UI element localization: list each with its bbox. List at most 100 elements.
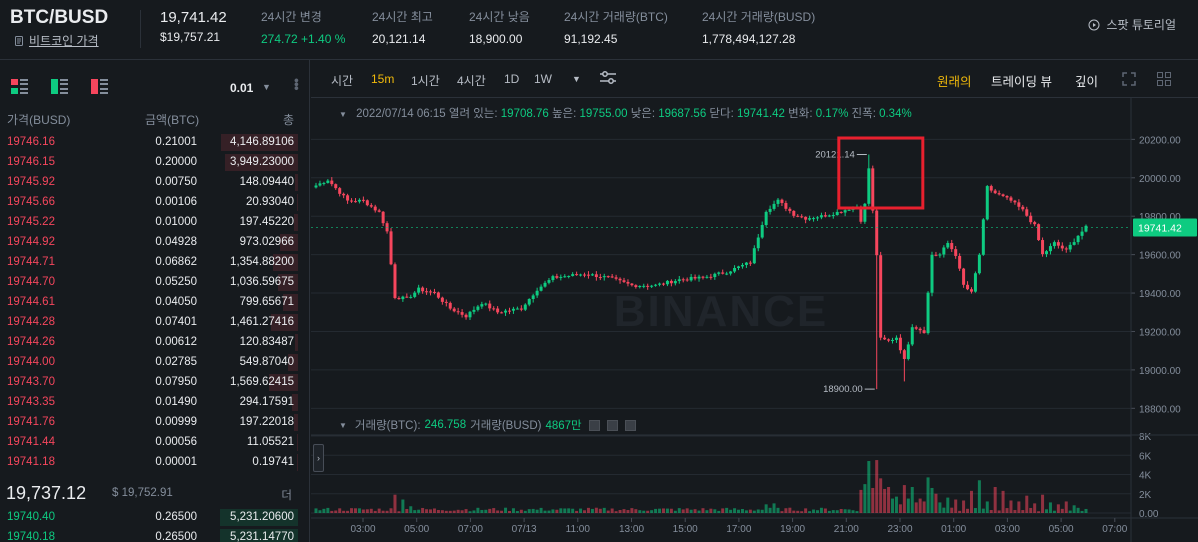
volume-bar xyxy=(1080,510,1084,513)
ask-amount: 0.07401 xyxy=(155,316,197,328)
ask-total: 11.05521 xyxy=(246,436,294,448)
volume-bar xyxy=(764,504,768,513)
timeframe-4h[interactable]: 4시간 xyxy=(457,74,486,88)
time-tick-label: 05:00 xyxy=(1049,524,1074,535)
view-tradingview[interactable]: 트레이딩 뷰 xyxy=(991,75,1052,89)
candle-body xyxy=(1021,206,1025,210)
view-depth[interactable]: 깊이 xyxy=(1075,75,1099,89)
volume-bar xyxy=(938,502,942,513)
expand-panel-chevron-icon[interactable]: › xyxy=(313,444,324,472)
fullscreen-icon[interactable] xyxy=(1122,72,1136,86)
volume-bar xyxy=(618,510,622,513)
volume-bar xyxy=(958,510,962,513)
collapse-caret-icon[interactable]: ▼ xyxy=(339,420,347,430)
ask-row[interactable]: 19744.71 0.06862 1,354.88200 xyxy=(0,254,310,271)
volume-bar xyxy=(432,508,436,513)
candle-body xyxy=(942,247,946,255)
spot-tutorial-label[interactable]: 스팟 튜토리얼 xyxy=(1106,18,1176,32)
candle-body xyxy=(614,277,618,279)
candle-body xyxy=(496,308,500,313)
more-timeframes-caret-icon[interactable]: ▼ xyxy=(572,74,581,84)
precision-select[interactable]: 0.01 xyxy=(230,81,254,95)
ask-price: 19744.61 xyxy=(7,296,55,308)
high-label: 높은: xyxy=(551,108,577,120)
bid-row[interactable]: 19740.40 0.26500 5,231.20600 xyxy=(0,509,310,526)
ask-row[interactable]: 19744.70 0.05250 1,036.59675 xyxy=(0,274,310,291)
volume-bar xyxy=(353,508,357,513)
candle-body xyxy=(559,276,563,278)
time-tick-label: 19:00 xyxy=(780,524,805,535)
more-options-icon[interactable]: ••• xyxy=(289,78,305,90)
ask-row[interactable]: 19745.92 0.00750 148.09440 xyxy=(0,174,310,191)
candle-body xyxy=(586,274,590,276)
ask-row[interactable]: 19741.76 0.00999 197.22018 xyxy=(0,414,310,431)
ask-row[interactable]: 19744.26 0.00612 120.83487 xyxy=(0,334,310,351)
ask-row[interactable]: 19744.92 0.04928 973.02966 xyxy=(0,234,310,251)
candle-body xyxy=(776,199,780,204)
time-tick-label: 03:00 xyxy=(995,524,1020,535)
ask-row[interactable]: 19745.22 0.01000 197.45220 xyxy=(0,214,310,231)
indicator-settings-icon[interactable] xyxy=(600,71,616,85)
ask-amount: 0.20000 xyxy=(155,156,197,168)
ask-row[interactable]: 19741.18 0.00001 0.19741 xyxy=(0,454,310,471)
ask-amount: 0.02785 xyxy=(155,356,197,368)
volume-bar xyxy=(1084,508,1088,513)
volume-bar xyxy=(472,510,476,513)
grid-layout-icon[interactable] xyxy=(1157,72,1171,86)
caret-down-icon[interactable]: ▼ xyxy=(262,82,271,92)
candle-body xyxy=(444,301,448,303)
volume-bar xyxy=(1017,501,1021,513)
volume-bar xyxy=(1072,505,1076,513)
volume-tick-label: 6K xyxy=(1139,451,1152,462)
candle-body xyxy=(926,292,930,334)
time-tick-label: 01:00 xyxy=(941,524,966,535)
ask-price: 19745.22 xyxy=(7,216,55,228)
coin-info-label[interactable]: 비트코인 가격 xyxy=(29,34,99,48)
ask-row[interactable]: 19741.44 0.00056 11.05521 xyxy=(0,434,310,451)
symbol-title[interactable]: BTC/BUSD xyxy=(10,7,109,28)
both-sides-layout-icon[interactable] xyxy=(11,79,28,94)
candle-body xyxy=(1068,244,1072,250)
timeframe-1w[interactable]: 1W xyxy=(534,72,552,86)
candle-body xyxy=(839,211,843,213)
collapse-caret-icon[interactable]: ▼ xyxy=(339,110,347,119)
ask-row[interactable]: 19746.15 0.20000 3,949.23000 xyxy=(0,154,310,171)
remove-indicator-icon[interactable] xyxy=(624,419,636,431)
candle-body xyxy=(780,199,784,204)
volume-bar xyxy=(480,509,484,513)
ask-amount: 0.00750 xyxy=(155,176,197,188)
ask-row[interactable]: 19746.16 0.21001 4,146.89106 xyxy=(0,134,310,151)
ask-row[interactable]: 19744.28 0.07401 1,461.27416 xyxy=(0,314,310,331)
time-tick-label: 13:00 xyxy=(619,524,644,535)
ask-row[interactable]: 19743.35 0.01490 294.17591 xyxy=(0,394,310,411)
timeframe-1h[interactable]: 1시간 xyxy=(411,74,440,88)
stat-label: 24시간 낮음 xyxy=(469,10,530,24)
candle-body xyxy=(748,262,752,264)
volume-bar xyxy=(1021,510,1025,513)
timeframe-15m[interactable]: 15m xyxy=(371,72,395,86)
volume-bar xyxy=(752,510,756,513)
volume-bar xyxy=(397,511,401,513)
candle-body xyxy=(985,186,989,220)
ask-row[interactable]: 19743.70 0.07950 1,569.62415 xyxy=(0,374,310,391)
view-original[interactable]: 원래의 xyxy=(937,75,972,89)
settings-toggle-icon[interactable] xyxy=(606,419,618,431)
bid-row[interactable]: 19740.18 0.26500 5,231.14770 xyxy=(0,529,310,542)
ob-more-link[interactable]: 더 xyxy=(281,490,292,502)
timeframe-time[interactable]: 시간 xyxy=(331,74,354,88)
coin-info-link[interactable]: 비트코인 가격 xyxy=(15,32,99,49)
candle-body xyxy=(752,248,756,264)
timeframe-1d[interactable]: 1D xyxy=(504,72,520,86)
spot-tutorial-link[interactable]: 스팟 튜토리얼 xyxy=(1088,16,1176,33)
ask-row[interactable]: 19745.66 0.00106 20.93040 xyxy=(0,194,310,211)
eye-toggle-icon[interactable] xyxy=(588,419,600,431)
depth-bar xyxy=(294,414,298,431)
asks-only-layout-icon[interactable] xyxy=(91,79,108,94)
ask-row[interactable]: 19744.61 0.04050 799.65671 xyxy=(0,294,310,311)
bids-only-layout-icon[interactable] xyxy=(51,79,68,94)
ask-amount: 0.06862 xyxy=(155,256,197,268)
ask-row[interactable]: 19744.00 0.02785 549.87040 xyxy=(0,354,310,371)
candle-body xyxy=(429,291,433,293)
candle-body xyxy=(322,182,326,184)
price-chart[interactable]: 20200.00 20000.00 19800.00 19600.00 19400.00… xyxy=(311,98,1198,542)
